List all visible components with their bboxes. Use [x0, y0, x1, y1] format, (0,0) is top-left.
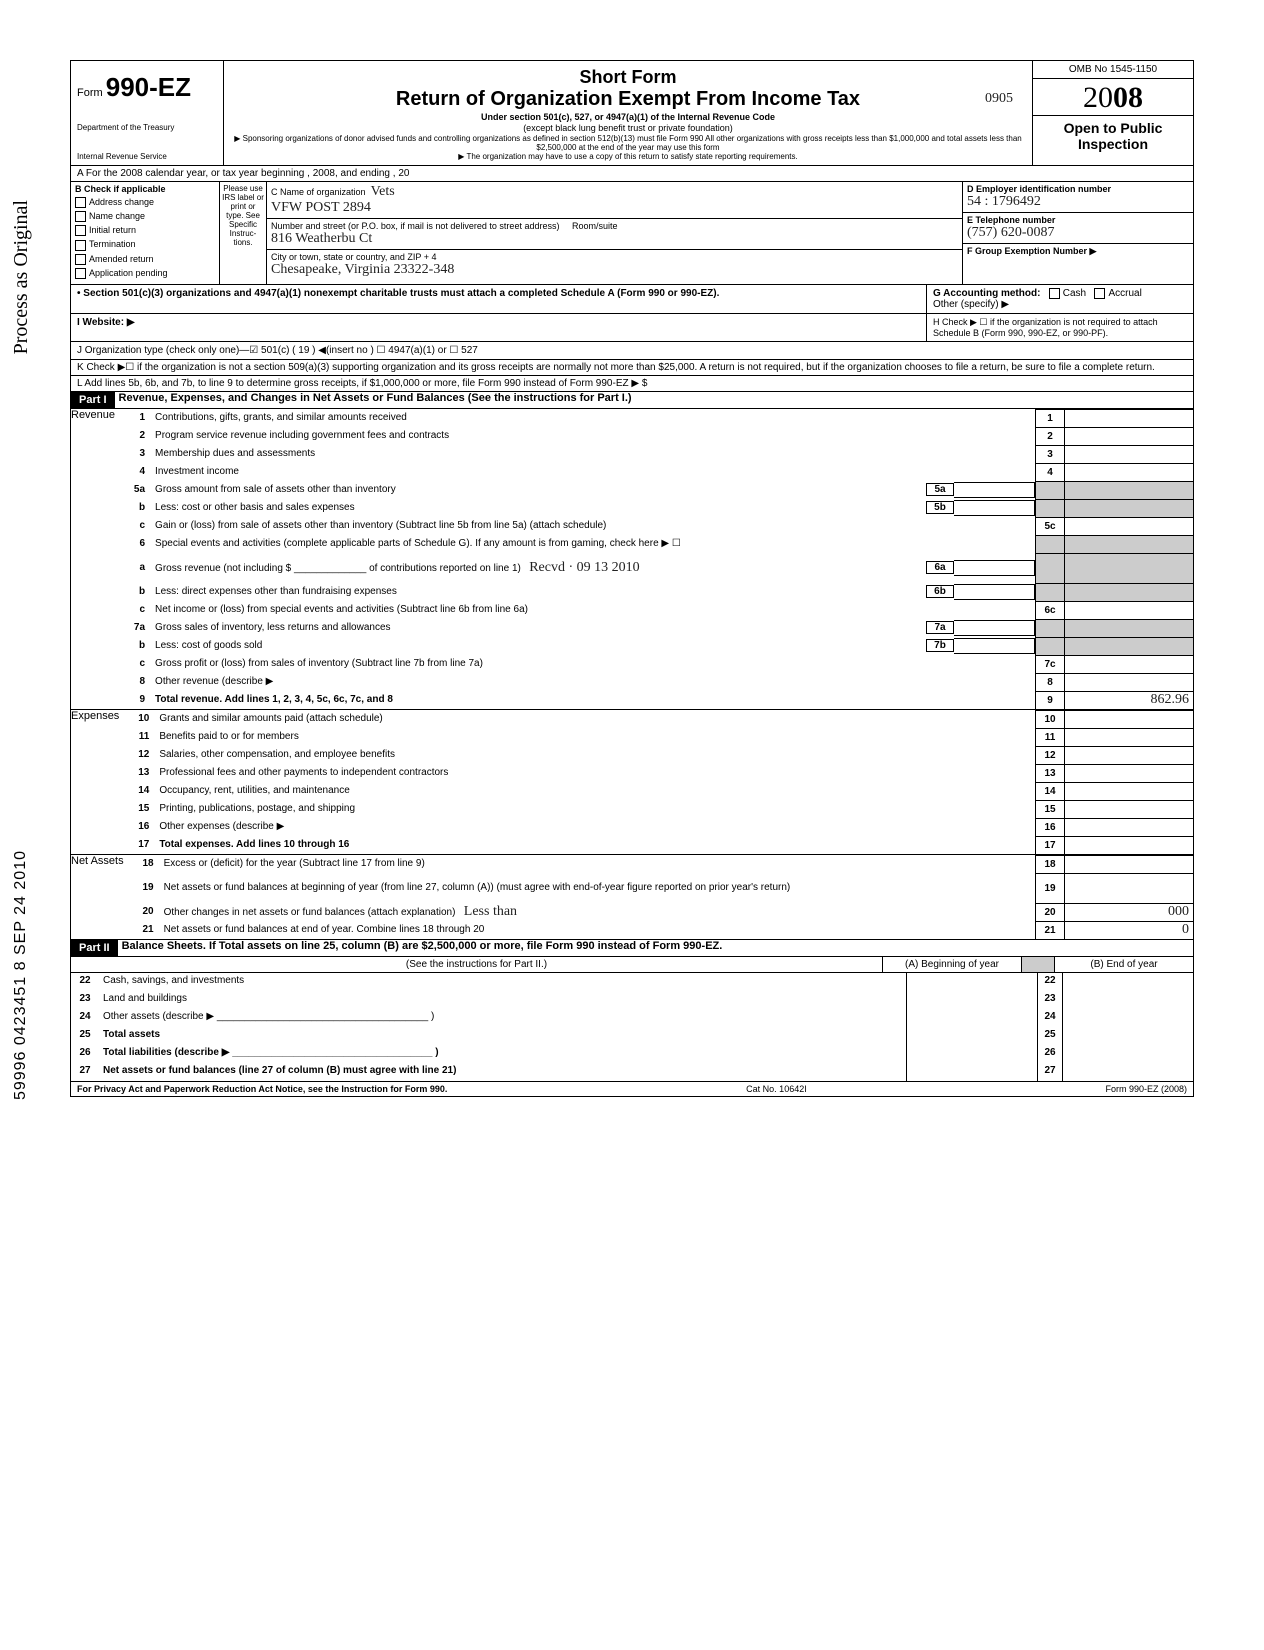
website-row: I Website: ▶ H Check ▶ ☐ if the organiza… — [71, 314, 1193, 342]
group-exemption-field[interactable]: F Group Exemption Number ▶ — [963, 244, 1193, 274]
part1-label: Part I — [71, 392, 115, 408]
part2-label: Part II — [71, 940, 118, 956]
col-c-name-address: Please use IRS label or print or type. S… — [220, 182, 963, 284]
col-def: D Employer identification number 54 : 17… — [963, 182, 1193, 284]
part1-table: Revenue 1Contributions, gifts, grants, a… — [71, 409, 1193, 940]
row-k: K Check ▶☐ if the organization is not a … — [71, 360, 1193, 376]
balance-header: (See the instructions for Part II.) (A) … — [71, 957, 1193, 973]
header-center: Short Form Return of Organization Exempt… — [224, 61, 1033, 165]
netassets-side-label: Net Assets — [71, 855, 124, 939]
org-info-block: B Check if applicable Address change Nam… — [71, 182, 1193, 285]
margin-stamp: 59996 0423451 8 SEP 24 2010 — [12, 850, 30, 1100]
dept-treasury: Department of the Treasury — [77, 123, 217, 132]
form-footer: For Privacy Act and Paperwork Reduction … — [71, 1082, 1193, 1096]
subtitle-sponsoring: ▶ Sponsoring organizations of donor advi… — [232, 134, 1024, 152]
city-field[interactable]: City or town, state or country, and ZIP … — [267, 250, 962, 280]
handwritten-0905: 0905 — [985, 91, 1013, 107]
form-number: 990-EZ — [106, 72, 191, 102]
please-label: Please use IRS label or print or type. S… — [220, 182, 267, 284]
header-right: OMB No 1545-1150 2008 Open to Public Ins… — [1033, 61, 1193, 165]
balance-sheet: 22Cash, savings, and investments22 23Lan… — [71, 973, 1193, 1082]
row-a-calendar-year: A For the 2008 calendar year, or tax yea… — [71, 166, 1193, 182]
schedule-b-check: H Check ▶ ☐ if the organization is not r… — [926, 314, 1193, 341]
website-label: I Website: ▶ — [77, 317, 135, 328]
org-name-field[interactable]: C Name of organization Vets VFW POST 289… — [267, 182, 962, 219]
part2-header-row: Part II Balance Sheets. If Total assets … — [71, 940, 1193, 957]
subtitle-section: Under section 501(c), 527, or 4947(a)(1)… — [232, 112, 1024, 122]
tax-year: 2008 — [1033, 79, 1193, 116]
street-field[interactable]: Number and street (or P.O. box, if mail … — [267, 219, 962, 250]
margin-handwriting: Process as Original — [10, 200, 33, 354]
part1-header-row: Part I Revenue, Expenses, and Changes in… — [71, 392, 1193, 409]
form-ref: Form 990-EZ (2008) — [1105, 1084, 1187, 1094]
section-bullet: • Section 501(c)(3) organizations and 49… — [77, 288, 926, 310]
org-type[interactable]: J Organization type (check only one)—☑ 5… — [77, 345, 927, 356]
expenses-side-label: Expenses — [71, 710, 119, 854]
part2-title: Balance Sheets. If Total assets on line … — [118, 940, 723, 956]
col-b-checkboxes: B Check if applicable Address change Nam… — [71, 182, 220, 284]
subtitle-except: (except black lung benefit trust or priv… — [232, 123, 1024, 133]
cat-number: Cat No. 10642I — [746, 1084, 807, 1094]
header-left: Form 990-EZ Department of the Treasury I… — [71, 61, 224, 165]
form-header: Form 990-EZ Department of the Treasury I… — [71, 61, 1193, 166]
org-type-row: J Organization type (check only one)—☑ 5… — [71, 342, 1193, 360]
section-501c3-row: • Section 501(c)(3) organizations and 49… — [71, 285, 1193, 314]
dept-irs: Internal Revenue Service — [77, 152, 217, 161]
privacy-notice: For Privacy Act and Paperwork Reduction … — [77, 1084, 447, 1094]
title-short-form: Short Form — [232, 67, 1024, 88]
form-990ez: Form 990-EZ Department of the Treasury I… — [70, 60, 1194, 1097]
phone-field[interactable]: E Telephone number (757) 620-0087 — [963, 213, 1193, 244]
open-to-public: Open to Public Inspection — [1033, 116, 1193, 156]
row-l: L Add lines 5b, 6b, and 7b, to line 9 to… — [71, 376, 1193, 392]
ein-field[interactable]: D Employer identification number 54 : 17… — [963, 182, 1193, 213]
part1-title: Revenue, Expenses, and Changes in Net As… — [115, 392, 632, 408]
revenue-side-label: Revenue — [71, 409, 115, 709]
subtitle-copy: ▶ The organization may have to use a cop… — [232, 152, 1024, 161]
omb-number: OMB No 1545-1150 — [1033, 61, 1193, 79]
form-label: Form — [77, 87, 103, 99]
title-return: Return of Organization Exempt From Incom… — [232, 88, 1024, 111]
accounting-method: G Accounting method: Cash Accrual Other … — [926, 285, 1193, 313]
